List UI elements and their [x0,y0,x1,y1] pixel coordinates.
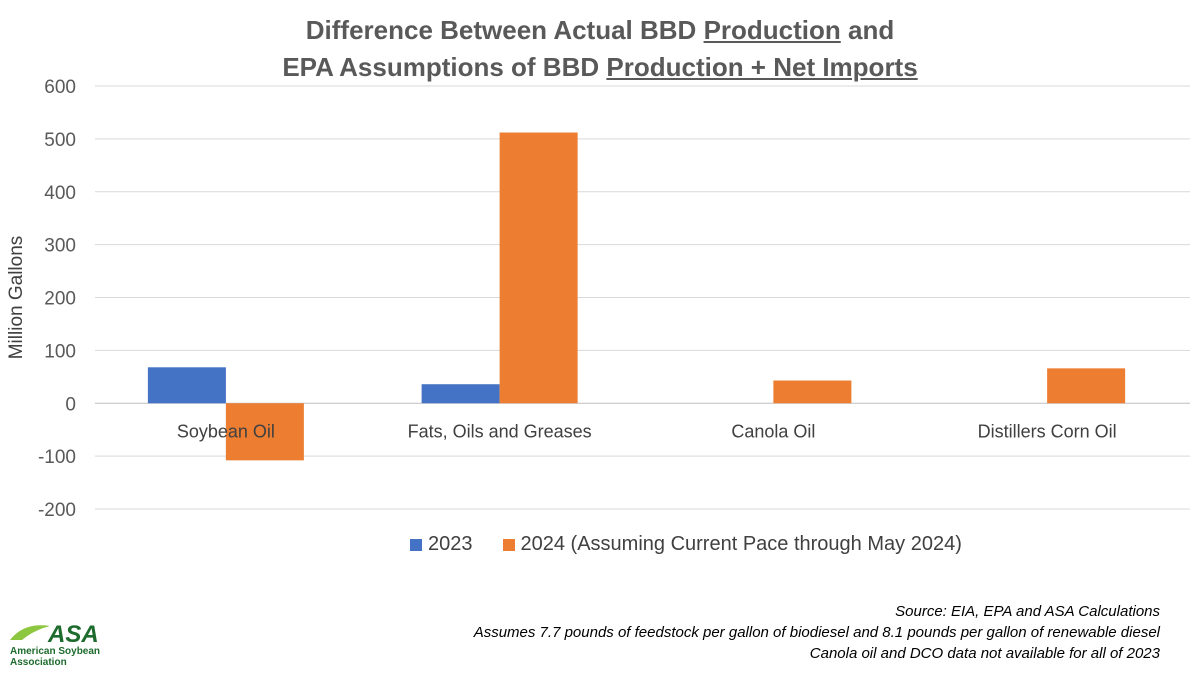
title-line-2: EPA Assumptions of BBD Production + Net … [282,52,918,82]
y-tick-label: -200 [38,500,76,521]
logo-text: American Soybean Association [10,646,101,668]
y-tick-label: 400 [44,183,76,204]
bar-2024 [225,403,304,461]
bar-2023 [147,367,226,404]
chart-title: Difference Between Actual BBD Production… [0,12,1200,86]
y-tick-label: 0 [65,394,76,415]
y-tick-label: -100 [38,447,76,468]
bar-chart: 600 500 400 300 200 100 0 -100 -200 Million Gallo… [6,77,1190,521]
legend-swatch-2024 [502,538,515,551]
y-tick-label: 600 [44,77,76,98]
bar-2024 [499,132,578,404]
y-tick-label: 300 [44,236,76,257]
y-axis-title: Million Gallons [6,236,27,360]
legend-item-2023: 2023 [410,533,473,556]
legend: 2023 2024 (Assuming Current Pace through… [410,533,992,556]
legend-item-2024: 2024 (Assuming Current Pace through May … [502,533,962,556]
legend-swatch-2023 [410,538,422,551]
y-tick-label: 500 [44,130,76,151]
category-label: Canola Oil [731,421,815,441]
bar-2023 [421,384,500,404]
footnote-assumption: Assumes 7.7 pounds of feedstock per gall… [473,624,1160,641]
footnote-availability: Canola oil and DCO data not available fo… [809,645,1160,662]
leaf-icon [10,625,50,640]
category-label: Distillers Corn Oil [978,421,1117,441]
title-line-1: Difference Between Actual BBD Production… [305,15,895,45]
category-label: Soybean Oil [177,421,275,441]
logo-mark-text: ASA [47,621,99,648]
y-tick-label: 100 [44,341,76,362]
bar-2024 [773,380,852,404]
bar-2024 [1047,368,1126,404]
footnote-source: Source: EIA, EPA and ASA Calculations [895,603,1160,620]
y-tick-label: 200 [44,289,76,310]
asa-logo-mark: ASA [10,621,99,648]
footnotes: Source: EIA, EPA and ASA Calculations As… [474,601,1160,664]
category-label: Fats, Oils and Greases [408,421,592,441]
asa-logo: ASA American Soybean Association [6,618,146,674]
